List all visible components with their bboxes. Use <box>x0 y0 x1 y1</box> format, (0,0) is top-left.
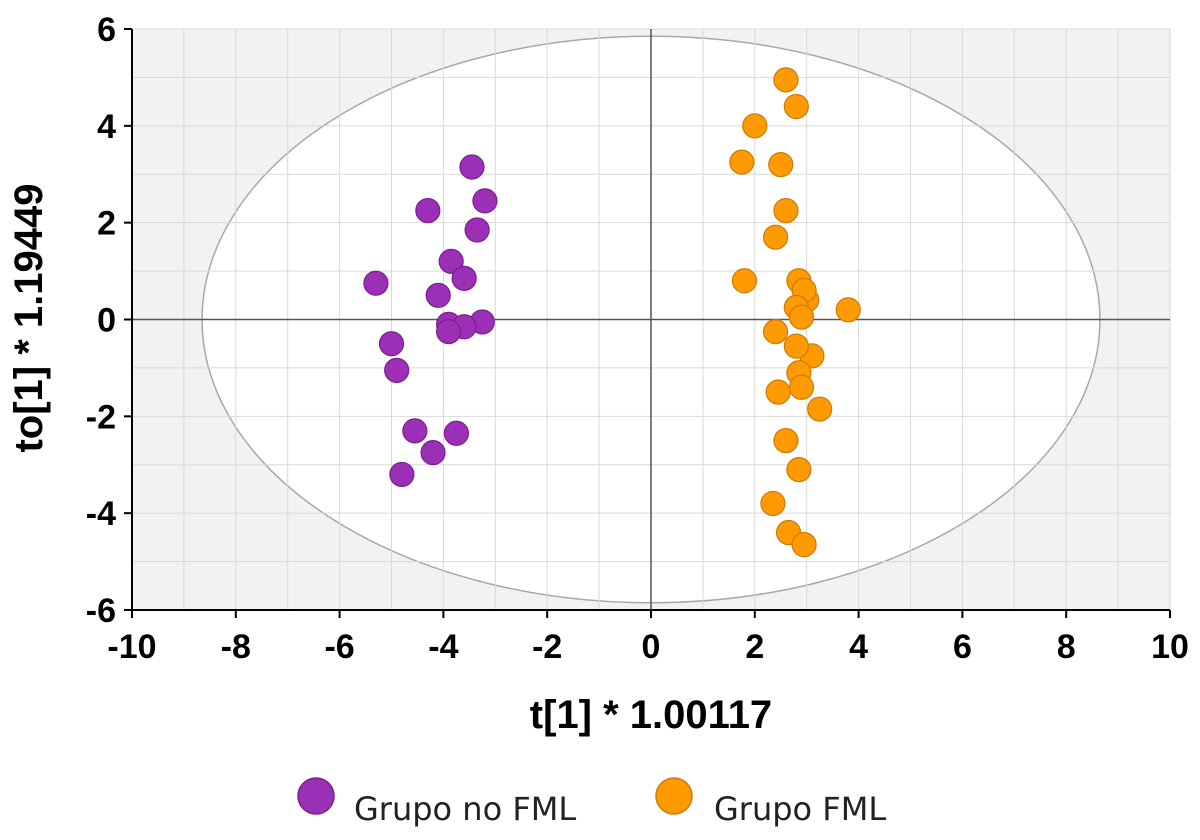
data-point <box>363 270 389 296</box>
legend-marker-grupo-no-fml <box>297 777 335 815</box>
data-point <box>402 418 428 444</box>
data-point <box>835 297 861 323</box>
legend-label-grupo-fml: Grupo FML <box>714 790 886 828</box>
x-axis-title: t[1] * 1.00117 <box>530 693 772 737</box>
y-tick-label: 0 <box>97 302 116 340</box>
x-tick-label: -4 <box>428 628 458 666</box>
x-tick-label: 6 <box>953 628 972 666</box>
data-point <box>783 93 809 120</box>
legend-label-grupo-no-fml: Grupo no FML <box>354 790 576 828</box>
legend-marker-grupo-fml <box>655 777 693 815</box>
data-point <box>420 440 446 466</box>
y-tick-label: 4 <box>97 108 116 146</box>
data-point <box>438 248 464 274</box>
legend: Grupo no FML Grupo FML <box>297 777 886 828</box>
data-point <box>807 396 833 422</box>
data-point <box>786 456 812 483</box>
data-point <box>788 304 815 330</box>
data-point <box>742 113 768 139</box>
y-tick-label: 6 <box>97 11 116 49</box>
y-axis-title: to[1] * 1.19449 <box>7 183 51 452</box>
data-point <box>788 374 815 400</box>
x-tick-label: -8 <box>221 628 251 666</box>
y-tick-label: 2 <box>97 205 116 243</box>
data-point <box>415 197 441 224</box>
data-point <box>378 331 405 357</box>
tick-labels: -10 -8 -6 -4 -2 0 2 4 6 8 10 -6 -4 -2 0 2 4 6 <box>86 11 1189 666</box>
data-points <box>363 67 861 558</box>
x-tick-label: 2 <box>745 628 764 666</box>
data-point <box>435 319 462 345</box>
x-tick-label: 0 <box>642 628 661 666</box>
data-point <box>768 151 794 178</box>
x-tick-label: -6 <box>324 628 354 666</box>
data-point <box>791 532 817 558</box>
x-tick-label: 8 <box>1057 628 1076 666</box>
data-point <box>783 333 809 359</box>
data-point <box>459 154 485 180</box>
data-point <box>773 197 799 224</box>
axes <box>124 28 1171 618</box>
x-tick-label: 10 <box>1151 628 1189 666</box>
data-point <box>760 490 786 517</box>
data-point <box>472 188 498 214</box>
data-point <box>451 265 477 291</box>
y-tick-label: -2 <box>86 398 116 436</box>
x-tick-label: 4 <box>849 628 868 666</box>
data-point <box>464 217 490 243</box>
data-point <box>384 357 410 383</box>
data-point <box>443 420 469 446</box>
data-point <box>773 67 799 93</box>
data-point <box>762 224 789 250</box>
data-point <box>389 461 415 488</box>
data-point <box>762 319 789 345</box>
y-tick-label: -4 <box>86 495 116 533</box>
data-point <box>765 379 791 405</box>
data-point <box>729 149 755 175</box>
series-grupo-no-fml <box>363 154 498 488</box>
y-tick-label: -6 <box>86 592 116 630</box>
data-point <box>773 427 799 454</box>
series-grupo-fml <box>729 67 861 558</box>
data-point <box>425 282 451 308</box>
data-point <box>731 268 758 294</box>
x-tick-label: -2 <box>532 628 562 666</box>
x-tick-label: -10 <box>107 628 156 666</box>
